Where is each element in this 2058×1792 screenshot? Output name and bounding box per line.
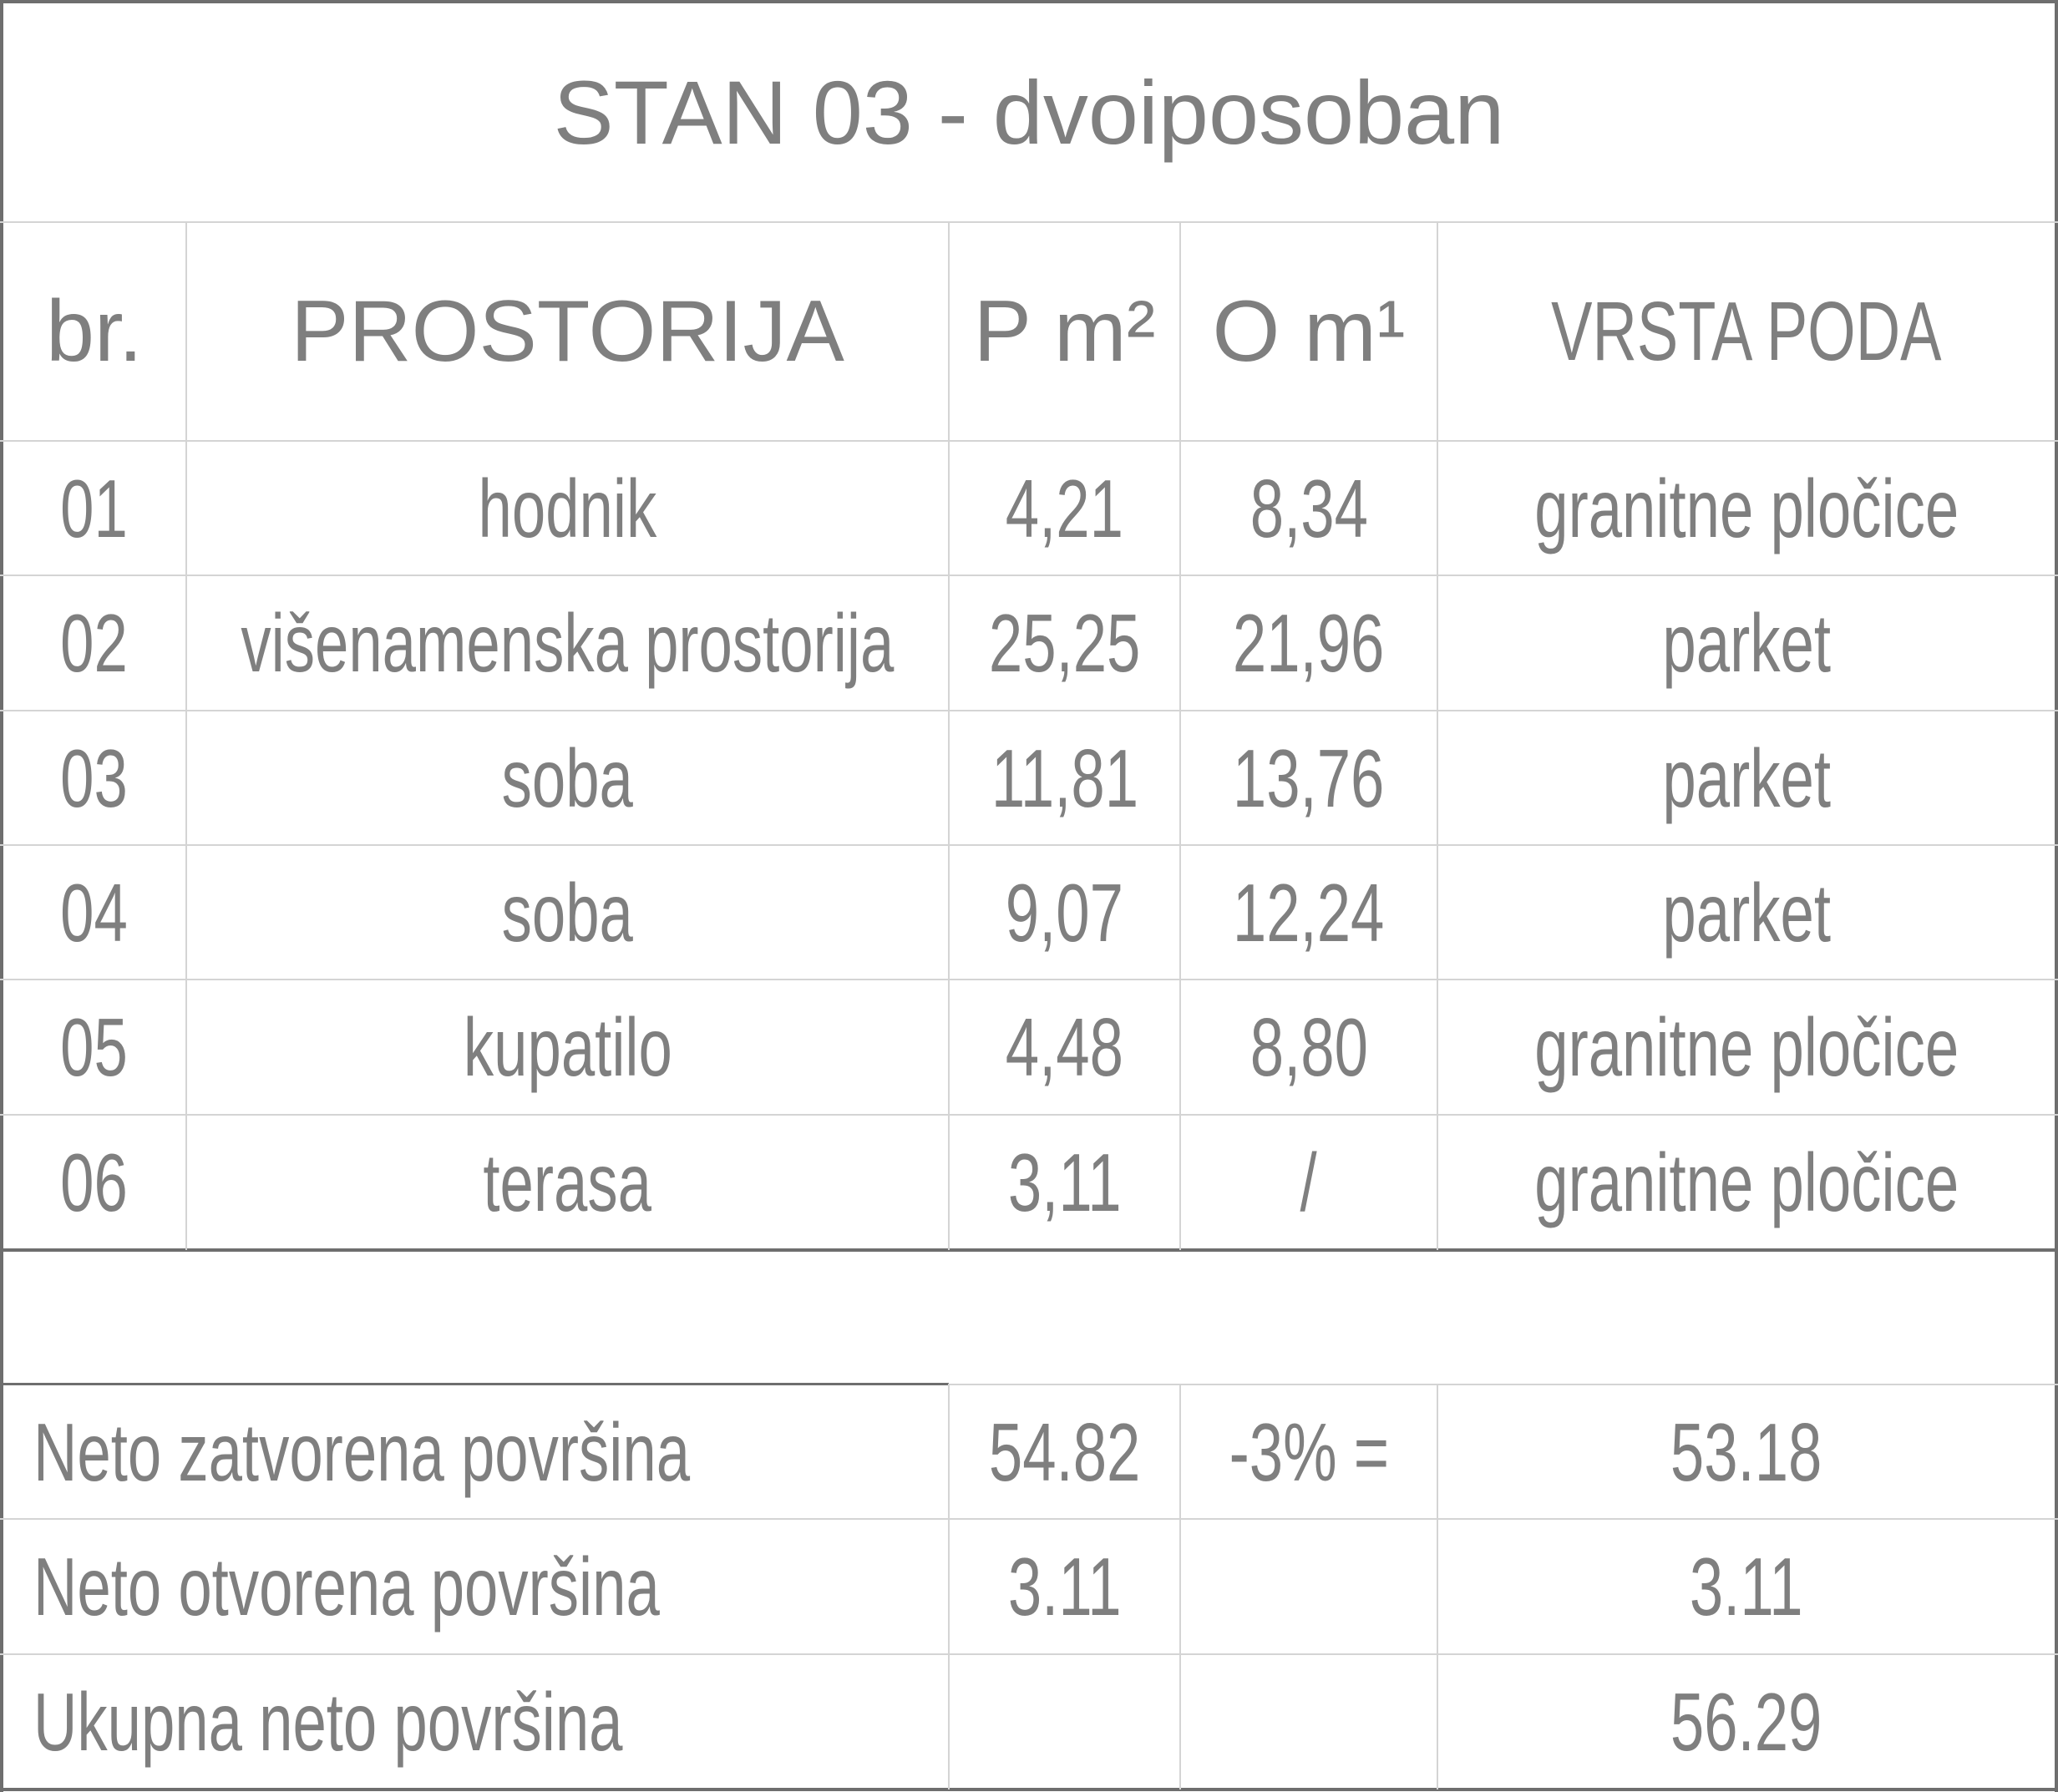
column-divider xyxy=(1437,1384,1438,1789)
cell-room: soba xyxy=(501,866,634,959)
summary-adjustment xyxy=(1181,1655,1437,1788)
summary-area: 54.82 xyxy=(988,1405,1141,1498)
divider-row xyxy=(0,1114,2058,1116)
cell-room: višenamenska prostorija xyxy=(241,597,895,689)
cell-floor-type: granitne pločice xyxy=(1534,1001,1959,1093)
divider-row xyxy=(0,575,2058,576)
cell-room: hodnik xyxy=(478,462,657,554)
cell-perimeter: 13,76 xyxy=(1233,731,1385,824)
column-divider xyxy=(948,1384,950,1789)
summary-total: 3.11 xyxy=(1690,1541,1803,1633)
summary-adjustment xyxy=(1181,1520,1437,1653)
divider-summary xyxy=(0,1518,2058,1520)
cell-area: 4,21 xyxy=(1005,462,1124,554)
divider-summary-left xyxy=(0,1383,949,1385)
divider-summary xyxy=(0,1653,2058,1655)
table-border-top xyxy=(0,0,2058,3)
table-border-bottom xyxy=(0,1788,2058,1791)
cell-room: terasa xyxy=(483,1136,652,1228)
column-divider xyxy=(185,222,187,1250)
cell-room: soba xyxy=(501,731,634,824)
cell-floor-type: parket xyxy=(1662,597,1831,689)
cell-number: 03 xyxy=(60,731,129,824)
cell-floor-type: parket xyxy=(1662,731,1831,824)
cell-area: 25,25 xyxy=(988,597,1141,689)
summary-area: 3.11 xyxy=(1007,1541,1122,1633)
summary-total: 53.18 xyxy=(1670,1405,1822,1498)
cell-area: 4,48 xyxy=(1005,1001,1124,1093)
divider-summary-right xyxy=(949,1384,2058,1385)
header-number: br. xyxy=(46,283,143,380)
cell-area: 9,07 xyxy=(1005,866,1124,959)
cell-number: 01 xyxy=(60,462,129,554)
cell-area: 11,81 xyxy=(991,731,1138,824)
column-divider xyxy=(1437,222,1438,1250)
cell-floor-type: granitne pločice xyxy=(1534,1136,1959,1228)
cell-number: 04 xyxy=(60,866,129,959)
table-border-right xyxy=(2055,0,2058,1792)
header-perimeter: O m¹ xyxy=(1212,283,1406,380)
table-title: STAN 03 - dvoiposoban xyxy=(553,61,1505,163)
divider-row xyxy=(0,979,2058,980)
summary-label: Ukupna neto površina xyxy=(33,1675,623,1768)
table-border-left xyxy=(0,0,3,1792)
cell-area: 3,11 xyxy=(1007,1136,1122,1228)
divider-table-end xyxy=(0,1248,2058,1252)
header-room: PROSTORIJA xyxy=(291,283,844,380)
summary-adjustment: -3% = xyxy=(1229,1405,1389,1498)
divider-row xyxy=(0,710,2058,711)
cell-perimeter: 8,34 xyxy=(1250,462,1368,554)
divider-row xyxy=(0,844,2058,846)
summary-label: Neto zatvorena površina xyxy=(33,1405,691,1498)
column-divider xyxy=(1179,1384,1181,1789)
column-divider xyxy=(1179,222,1181,1250)
cell-number: 02 xyxy=(60,597,129,689)
summary-label: Neto otvorena površina xyxy=(33,1541,660,1633)
cell-perimeter: 21,96 xyxy=(1233,597,1385,689)
cell-number: 05 xyxy=(60,1001,129,1093)
cell-number: 06 xyxy=(60,1136,129,1228)
column-divider xyxy=(948,222,950,1250)
cell-perimeter: / xyxy=(1300,1136,1318,1228)
divider-title xyxy=(0,221,2058,223)
divider-header xyxy=(0,440,2058,442)
cell-floor-type: parket xyxy=(1662,866,1831,959)
cell-perimeter: 12,24 xyxy=(1233,866,1385,959)
summary-total: 56.29 xyxy=(1670,1675,1822,1768)
header-area: P m² xyxy=(973,283,1156,380)
cell-perimeter: 8,80 xyxy=(1250,1001,1368,1093)
summary-area xyxy=(950,1655,1179,1788)
header-floor-type: VRSTA PODA xyxy=(1551,285,1942,378)
cell-room: kupatilo xyxy=(463,1001,672,1093)
cell-floor-type: granitne pločice xyxy=(1534,462,1959,554)
